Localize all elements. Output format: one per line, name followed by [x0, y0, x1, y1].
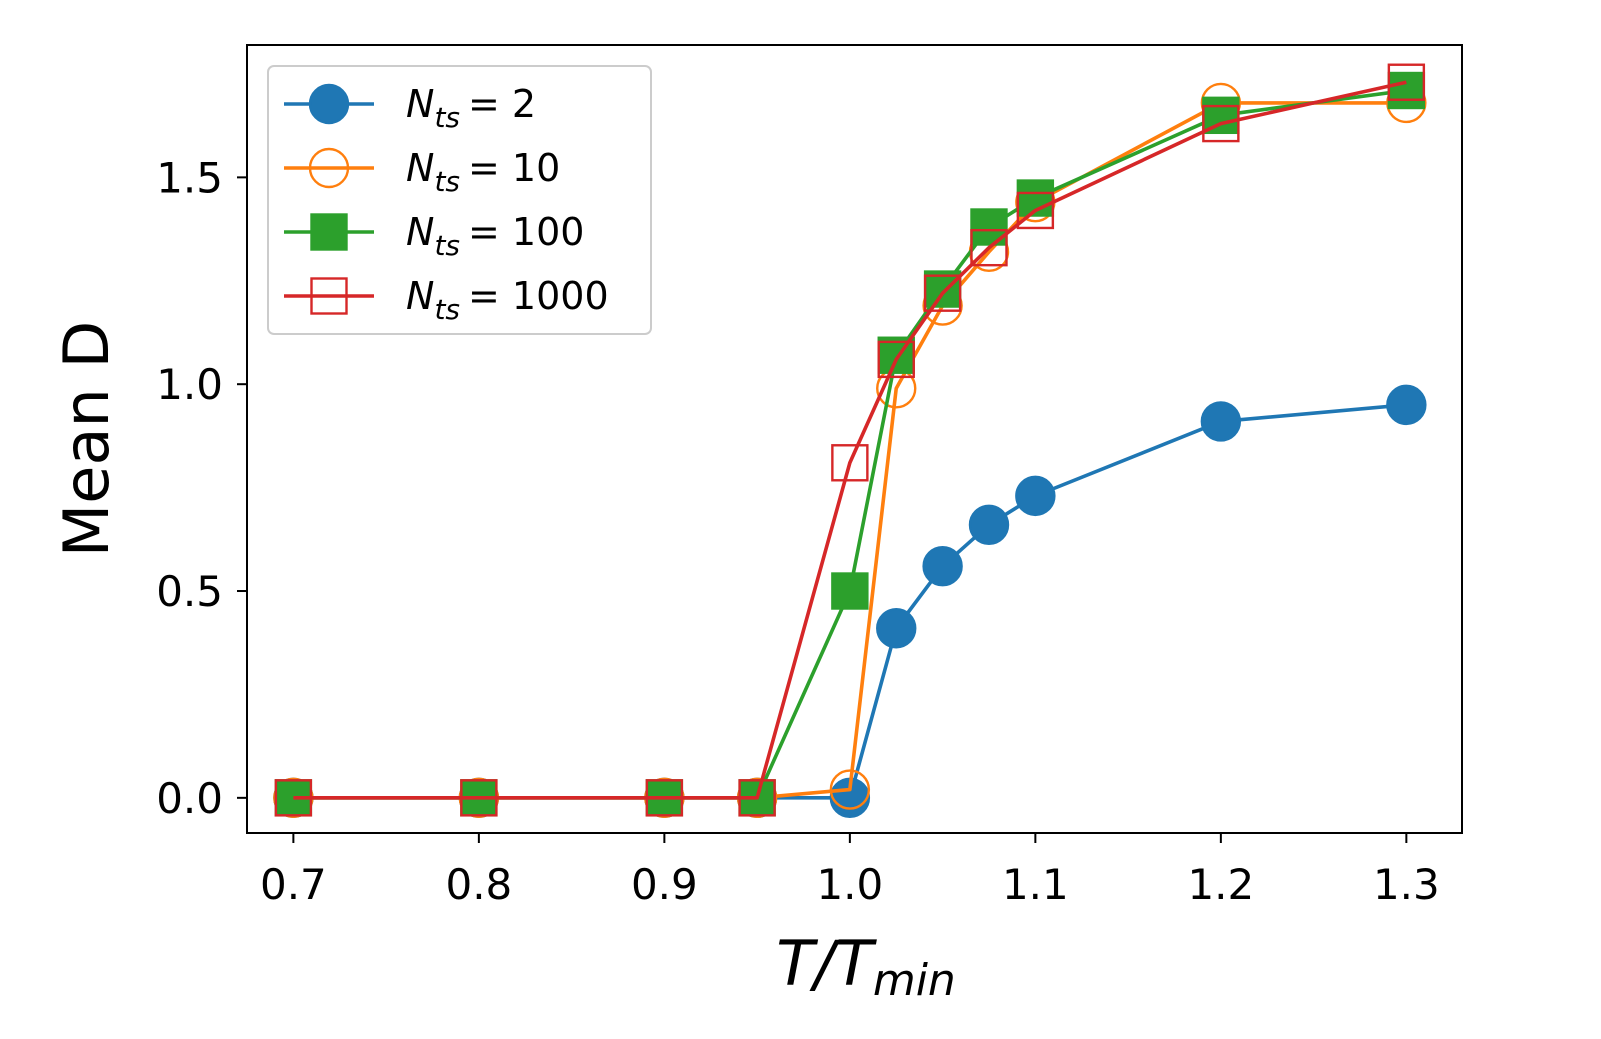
x-axis-title-sub: min [873, 955, 956, 1006]
data-point [876, 608, 917, 649]
legend-label-sub: ts [434, 293, 460, 326]
legend-label-n: N [406, 82, 434, 126]
data-point [460, 779, 498, 817]
data-point [831, 444, 869, 482]
legend-label-n: N [406, 146, 434, 190]
x-tick-label: 0.8 [445, 860, 512, 909]
legend-label: Nts = 1000 [406, 274, 609, 326]
legend-entry: Nts = 2 [284, 82, 536, 134]
legend-entry: Nts = 10 [284, 146, 560, 198]
data-point [738, 779, 776, 817]
legend-label-value: = 1000 [468, 274, 609, 318]
y-tick-label: 0.0 [156, 774, 223, 823]
legend-entry: Nts = 1000 [284, 274, 609, 326]
y-tick-label: 1.0 [156, 360, 223, 409]
data-point [831, 572, 869, 610]
y-axis-title: Mean D [50, 321, 123, 557]
legend-label-value: = 2 [468, 82, 536, 126]
plot-series [273, 63, 1427, 819]
data-point [970, 228, 1008, 267]
data-point [274, 779, 313, 817]
y-tick-label: 1.5 [156, 153, 223, 202]
legend-label: Nts = 2 [406, 82, 536, 134]
x-tick-label: 1.0 [816, 860, 883, 909]
x-axis-title: T/Tmin [776, 927, 956, 1006]
data-point [1200, 401, 1242, 442]
data-point [922, 545, 963, 587]
data-point [1016, 191, 1055, 230]
legend-label-sub: ts [434, 229, 460, 262]
data-point [1387, 71, 1426, 110]
data-point [968, 504, 1010, 546]
data-point [829, 769, 871, 810]
series-3 [274, 63, 1426, 817]
plot-frame [246, 44, 1463, 834]
series-line [293, 80, 1407, 800]
legend-box [267, 65, 652, 335]
legend-label-n: N [406, 210, 434, 254]
y-tick-label: 0.5 [156, 567, 223, 616]
data-point [1387, 63, 1426, 101]
x-tick-label: 1.3 [1373, 860, 1440, 909]
data-point [1202, 104, 1240, 143]
legend-label-value: = 10 [468, 146, 560, 190]
x-tick-label: 0.9 [631, 860, 698, 909]
data-point [645, 779, 684, 817]
legend-label-sub: ts [434, 165, 460, 198]
legend-label: Nts = 10 [406, 146, 560, 198]
axis-ticks: 0.7 0.8 0.9 1.0 1.1 1.2 1.3 0.0 0.5 1.0 1.5 [156, 153, 1440, 909]
legend-label-n: N [406, 274, 434, 318]
data-point [923, 270, 962, 308]
legend-marker [308, 147, 350, 189]
x-axis-title-main: T/T [776, 927, 877, 1000]
data-point [1386, 384, 1427, 426]
x-tick-label: 1.1 [1002, 860, 1069, 909]
data-point [877, 340, 915, 379]
x-tick-label: 1.2 [1187, 860, 1254, 909]
legend-label-value: = 100 [468, 210, 584, 254]
data-point [923, 274, 962, 312]
legend-marker [310, 277, 348, 315]
legend-entry: Nts = 100 [284, 210, 584, 262]
legend-marker [310, 213, 348, 251]
legend-marker [308, 83, 350, 125]
x-tick-label: 0.7 [260, 860, 327, 909]
data-point [1015, 475, 1056, 517]
legend-label: Nts = 100 [406, 210, 584, 262]
legend-label-sub: ts [434, 101, 460, 134]
